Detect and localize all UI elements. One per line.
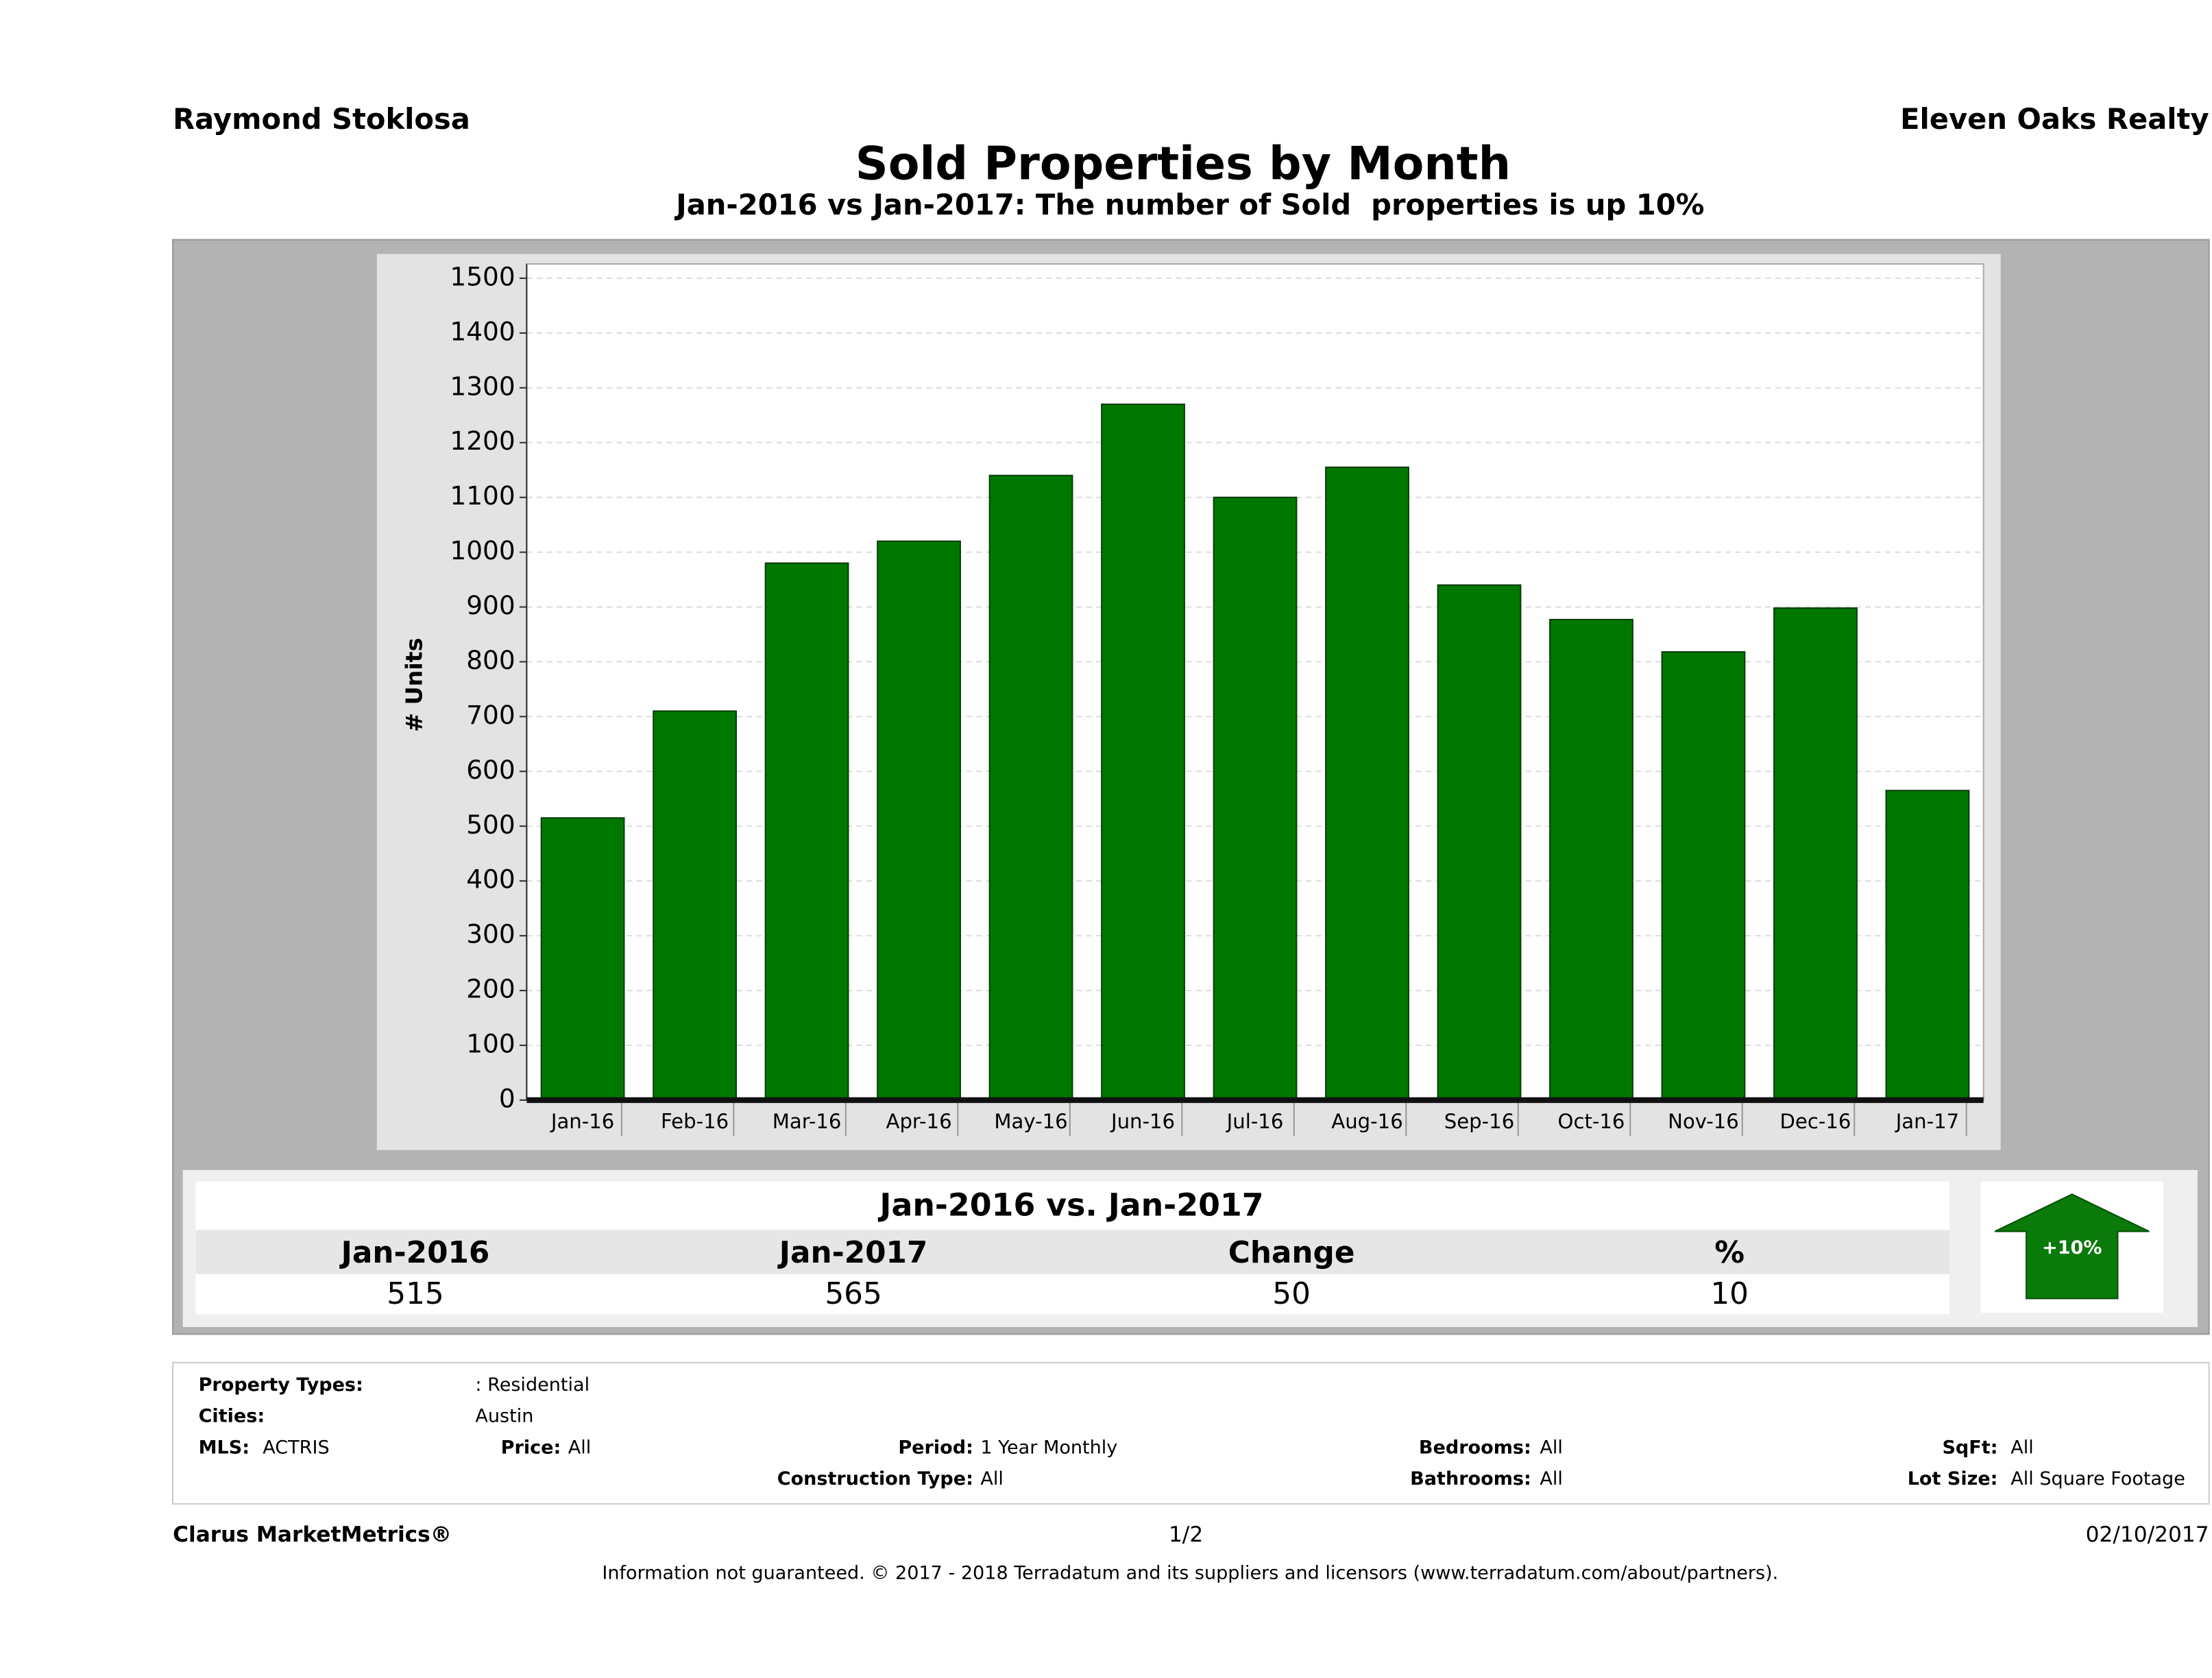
- company: Eleven Oaks Realty: [1900, 102, 2209, 136]
- detail-value: : Residential: [475, 1374, 590, 1396]
- footer-disclaimer: Information not guaranteed. © 2017 - 201…: [602, 1563, 1778, 1584]
- y-tick-label: 100: [466, 1029, 515, 1059]
- footer-brand: Clarus MarketMetrics®: [173, 1522, 452, 1547]
- summary-header: %: [1714, 1235, 1745, 1270]
- y-tick-label: 1200: [450, 426, 515, 456]
- summary-value: 10: [1710, 1276, 1749, 1311]
- detail-label: Bedrooms:: [1419, 1437, 1531, 1458]
- details-box: [172, 1361, 2210, 1505]
- y-tick-label: 300: [466, 919, 515, 949]
- x-tick-label: Oct-16: [1558, 1110, 1625, 1133]
- summary-value: 515: [387, 1276, 443, 1311]
- detail-value: All: [568, 1437, 592, 1458]
- y-tick-label: 700: [466, 700, 515, 730]
- bar: [540, 817, 625, 1101]
- bar: [1773, 607, 1858, 1101]
- x-tick-label: Jan-17: [1895, 1110, 1959, 1133]
- summary-title-row: [195, 1181, 1949, 1230]
- y-tick-label: 1100: [450, 481, 515, 511]
- bar: [653, 710, 737, 1101]
- detail-label: Lot Size:: [1908, 1468, 1998, 1489]
- detail-value: All: [1540, 1437, 1563, 1458]
- x-tick-label: Sep-16: [1444, 1110, 1514, 1133]
- y-tick-label: 900: [466, 590, 515, 620]
- detail-value: All: [2010, 1437, 2034, 1458]
- footer-page: 1/2: [1169, 1522, 1203, 1547]
- detail-label: Construction Type:: [777, 1468, 973, 1489]
- footer-date: 02/10/2017: [2086, 1522, 2209, 1547]
- x-tick-label: Feb-16: [661, 1110, 729, 1133]
- y-tick-label: 0: [499, 1083, 515, 1113]
- x-tick-label: Aug-16: [1331, 1110, 1402, 1133]
- detail-value: All Square Footage: [2010, 1468, 2185, 1489]
- x-tick-label: Nov-16: [1668, 1110, 1739, 1133]
- chart-subtitle: Jan-2016 vs Jan-2017: The number of Sold…: [674, 188, 1704, 221]
- detail-label: Cities:: [199, 1406, 265, 1427]
- detail-label: MLS:: [199, 1437, 250, 1458]
- y-tick-label: 1000: [450, 535, 515, 566]
- x-tick-label: Jul-16: [1226, 1110, 1284, 1133]
- bar: [988, 474, 1073, 1101]
- bar: [1661, 651, 1746, 1101]
- detail-label: Period:: [898, 1437, 973, 1458]
- bar: [1437, 584, 1522, 1101]
- x-tick-label: Jun-16: [1110, 1110, 1175, 1133]
- detail-label: Bathrooms:: [1410, 1468, 1531, 1489]
- plot: 0 100 200 300 400 500 600 700 800 900 1000 1100 1200…: [450, 261, 1984, 1136]
- bar: [1885, 790, 1970, 1101]
- y-tick-label: 200: [466, 974, 515, 1004]
- detail-value: Austin: [475, 1406, 533, 1427]
- agent: Raymond Stoklosa: [173, 102, 470, 136]
- summary-header: Jan-2017: [777, 1235, 928, 1270]
- y-tick-label: 1500: [450, 261, 515, 291]
- y-tick-label: 400: [466, 864, 515, 895]
- summary-title: Jan-2016 vs. Jan-2017: [877, 1187, 1263, 1224]
- y-axis-label: # Units: [400, 637, 427, 731]
- up-arrow: [1994, 1193, 2150, 1300]
- bar: [1549, 618, 1633, 1101]
- detail-value: ACTRIS: [263, 1437, 329, 1458]
- x-tick-label: Mar-16: [773, 1110, 842, 1133]
- detail-label: SqFt:: [1942, 1437, 1997, 1458]
- detail-value: All: [980, 1468, 1004, 1489]
- detail-value: All: [1540, 1468, 1563, 1489]
- x-tick-label: Dec-16: [1780, 1110, 1851, 1133]
- summary-value-row: [195, 1274, 1949, 1315]
- y-tick-label: 500: [466, 810, 515, 840]
- summary-value: 50: [1272, 1276, 1311, 1311]
- x-tick-label: Jan-16: [550, 1110, 614, 1133]
- summary-header-row: [195, 1230, 1949, 1274]
- x-tick-label: May-16: [994, 1110, 1067, 1133]
- summary-header: Jan-2016: [339, 1235, 490, 1270]
- detail-label: Property Types:: [199, 1374, 363, 1396]
- detail-value: 1 Year Monthly: [980, 1437, 1117, 1458]
- bar: [1101, 403, 1185, 1101]
- y-tick-label: 600: [466, 755, 515, 785]
- summary-value: 565: [825, 1276, 882, 1311]
- y-tick-label: 800: [466, 645, 515, 675]
- badge-label: +10%: [2042, 1237, 2102, 1258]
- bar: [1325, 466, 1409, 1101]
- y-tick-label: 1300: [450, 371, 515, 401]
- y-tick-label: 1400: [450, 316, 515, 346]
- summary-header: Change: [1228, 1235, 1355, 1270]
- x-tick-label: Apr-16: [886, 1110, 952, 1133]
- bar: [877, 540, 961, 1101]
- detail-label: Price:: [501, 1437, 561, 1458]
- bar: [764, 562, 849, 1101]
- chart-title: Sold Properties by Month: [855, 137, 1511, 191]
- bar: [1213, 496, 1298, 1101]
